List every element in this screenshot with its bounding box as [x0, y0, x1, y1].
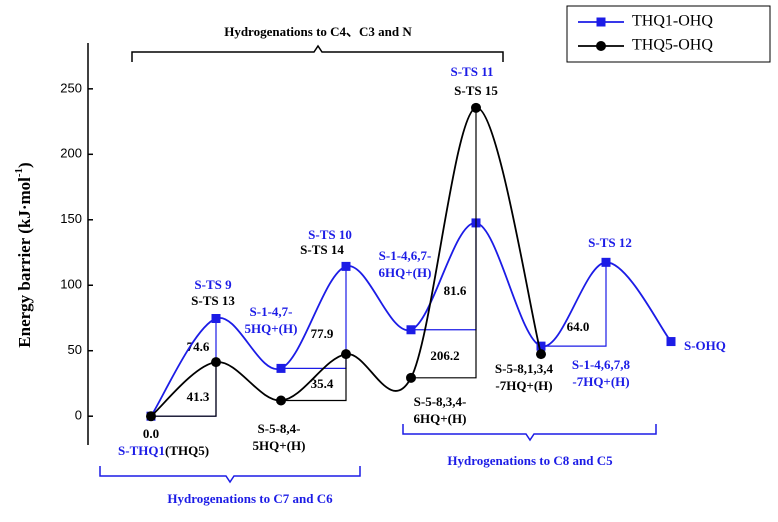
- legend-box: [566, 5, 771, 63]
- point-label-line: S-TS 9: [194, 277, 232, 292]
- barrier-label: 81.6: [444, 283, 467, 298]
- point-label-line: -7HQ+(H): [495, 378, 552, 393]
- point-label-line: 6HQ+(H): [414, 411, 467, 426]
- bracket-bottom-left: [99, 466, 361, 484]
- legend-marker: [596, 17, 606, 27]
- legend-label: THQ1-OHQ: [632, 13, 713, 30]
- point-label: S-TS 9: [194, 277, 232, 292]
- point-label: S-TS 10: [308, 227, 352, 242]
- bracket-label: Hydrogenations to C8 and C5: [447, 453, 613, 468]
- point: [211, 357, 221, 368]
- barrier-guide: [151, 362, 217, 417]
- point-label-line: 5HQ+(H): [253, 438, 306, 453]
- point-label: S-1-4,6,7- 6HQ+(H): [379, 248, 432, 280]
- point-label-line: 5HQ+(H): [245, 321, 298, 336]
- series-line: [150, 106, 542, 417]
- point-label: S-5-8,4- 5HQ+(H): [253, 421, 306, 453]
- point: [536, 349, 546, 360]
- point-label-line: S-1-4,6,7,8: [572, 357, 631, 372]
- y-tick-label: 200: [60, 146, 82, 161]
- legend-marker: [596, 41, 606, 51]
- point-label: S-OHQ: [684, 338, 726, 353]
- point-label-line: S-TS 14: [300, 242, 344, 257]
- point: [341, 261, 351, 271]
- barrier-label: 41.3: [187, 389, 210, 404]
- point-label: S-TS 14: [300, 242, 344, 257]
- point-label: S-TS 13: [191, 293, 235, 308]
- point: [146, 411, 156, 422]
- y-axis-title: Energy barrier (kJ·mol-1): [13, 162, 34, 347]
- point-label: S-5-8,3,4- 6HQ+(H): [414, 394, 467, 426]
- point: [601, 257, 611, 267]
- point: [276, 395, 286, 406]
- point-label: S-TS 11: [451, 64, 494, 79]
- point-label-line: S-1-4,6,7-: [379, 248, 432, 263]
- point-label-line: 6HQ+(H): [379, 265, 432, 280]
- bracket-label: Hydrogenations to C7 and C6: [167, 491, 333, 506]
- point-label-line: S-5-8,1,3,4: [495, 361, 554, 376]
- y-title-main: Energy barrier (kJ·mol: [15, 177, 34, 348]
- y-tick-label: 50: [68, 342, 82, 357]
- point-label-line: S-5-8,4-: [258, 421, 301, 436]
- point: [276, 363, 286, 373]
- point: [341, 349, 351, 360]
- point-label-line: S-OHQ: [684, 338, 726, 353]
- point-label-line: S-TS 10: [308, 227, 352, 242]
- y-title-end: ): [15, 162, 34, 168]
- point-label: S-TS 15: [454, 83, 498, 98]
- barrier-label: 64.0: [567, 319, 590, 334]
- bracket-label: Hydrogenations to C4、C3 and N: [224, 24, 412, 39]
- point-label-line: (THQ5): [165, 443, 209, 458]
- y-tick-label: 0: [75, 408, 82, 423]
- barrier-label: 206.2: [430, 348, 459, 363]
- point-label-line: S-TS 15: [454, 83, 498, 98]
- point-label-line: S-TS 12: [588, 235, 632, 250]
- barrier-label: 77.9: [311, 326, 334, 341]
- bracket-top: [131, 44, 504, 62]
- barrier-guide: [281, 354, 347, 402]
- barrier-guide: [411, 107, 477, 379]
- point: [211, 314, 221, 324]
- point-label-line: S-1-4,7-: [250, 304, 293, 319]
- y-tick-label: 150: [60, 211, 82, 226]
- point-label: S-TS 12: [588, 235, 632, 250]
- point: [406, 325, 416, 335]
- point: [406, 372, 416, 383]
- point: [471, 102, 481, 113]
- point-label-line: S-THQ1: [118, 443, 165, 458]
- barrier-label: 35.4: [311, 376, 334, 391]
- y-tick-label: 100: [60, 277, 82, 292]
- point-label: S-THQ1: [118, 443, 165, 458]
- value-label: 0.0: [143, 426, 159, 441]
- point: [536, 341, 546, 351]
- y-title-sup: -1: [13, 168, 25, 177]
- point-label-line: S-5-8,3,4-: [414, 394, 467, 409]
- point-label: S-5-8,1,3,4 -7HQ+(H): [495, 361, 554, 393]
- point-label-line: S-TS 11: [451, 64, 494, 79]
- point-label: S-1-4,7- 5HQ+(H): [245, 304, 298, 336]
- point: [666, 337, 676, 347]
- legend-label: THQ5-OHQ: [632, 37, 713, 54]
- point-label-line: -7HQ+(H): [572, 374, 629, 389]
- y-tick-label: 250: [60, 80, 82, 95]
- point-label: (THQ5): [165, 443, 209, 458]
- point-label-line: S-TS 13: [191, 293, 235, 308]
- point-label: S-1-4,6,7,8 -7HQ+(H): [572, 357, 631, 389]
- barrier-guide: [541, 262, 607, 347]
- bracket-bottom-right: [402, 424, 657, 442]
